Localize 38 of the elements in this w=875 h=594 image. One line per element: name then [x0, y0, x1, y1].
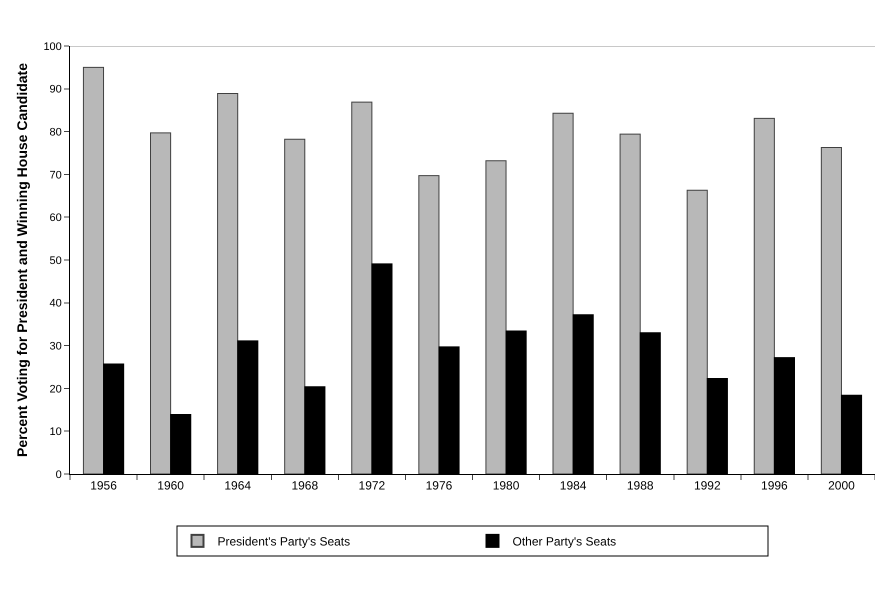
legend-label: Other Party's Seats: [512, 534, 616, 549]
y-tick-label: 100: [43, 40, 62, 53]
x-tick-label: 1996: [761, 478, 788, 492]
bar: [485, 160, 507, 474]
bar: [284, 138, 306, 474]
y-tick-label: 0: [56, 468, 62, 481]
x-tick-label: 1960: [157, 478, 184, 492]
x-tick-label: 2000: [828, 478, 856, 492]
x-tick-label: 1968: [291, 478, 318, 492]
bar: [82, 66, 104, 474]
bar: [217, 93, 238, 474]
bar: [351, 102, 372, 474]
legend-label: President's Party's Seats: [218, 534, 350, 549]
x-tick-label: 1992: [694, 478, 721, 492]
y-tick-label: 50: [50, 254, 62, 267]
x-tick-label: 1988: [626, 478, 654, 492]
y-tick-label: 20: [50, 383, 62, 396]
y-axis-title: Percent Voting for President and Winning House Candidate: [14, 62, 30, 457]
bar: [150, 132, 172, 474]
x-tick-label: 1980: [492, 478, 520, 492]
bar: [820, 146, 842, 474]
bar: [552, 112, 574, 474]
y-tick-label: 90: [50, 84, 62, 96]
x-tick-label: 1956: [90, 478, 118, 492]
y-tick-label: 70: [50, 169, 62, 182]
x-tick-label: 1972: [358, 478, 386, 492]
bar: [418, 175, 440, 474]
y-tick-label: 30: [50, 340, 62, 352]
y-tick-label: 10: [50, 426, 62, 438]
x-tick-label: 1976: [426, 478, 453, 492]
x-tick-label: 1964: [224, 478, 252, 492]
bar: [754, 118, 775, 474]
y-tick-label: 60: [50, 212, 62, 224]
x-tick-label: 1984: [560, 478, 587, 492]
y-tick-label: 80: [50, 126, 62, 138]
y-tick-label: 40: [50, 298, 62, 310]
bar: [620, 134, 641, 474]
bar: [686, 190, 708, 474]
